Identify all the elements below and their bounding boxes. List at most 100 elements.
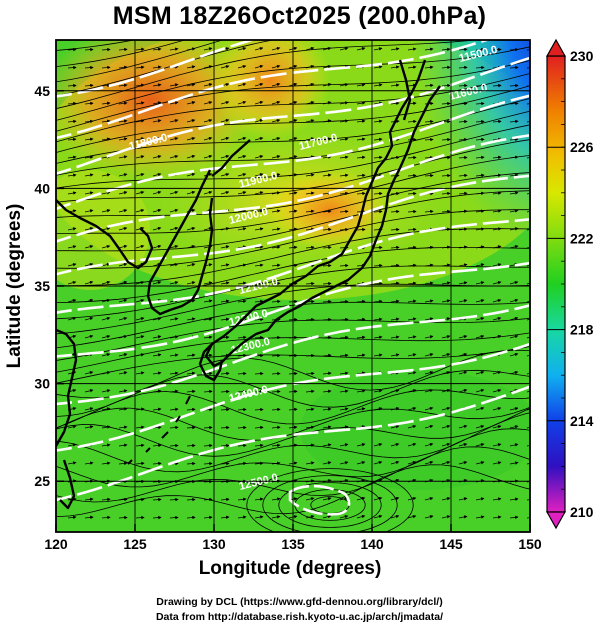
wind-arrow bbox=[237, 82, 247, 87]
wind-arrow bbox=[475, 281, 485, 285]
wind-arrow bbox=[305, 82, 315, 87]
wind-arrow bbox=[101, 173, 111, 177]
wind-arrow bbox=[67, 443, 77, 447]
height-contour-line bbox=[56, 304, 530, 406]
wind-arrow bbox=[492, 173, 502, 178]
wind-arrow bbox=[373, 119, 383, 124]
wind-arrow bbox=[458, 263, 468, 267]
wind-arrow bbox=[305, 209, 315, 214]
wind-arrow bbox=[492, 191, 502, 195]
wind-arrow bbox=[492, 119, 502, 124]
wind-arrow bbox=[254, 100, 264, 105]
wind-arrow bbox=[526, 463, 530, 465]
wind-arrow bbox=[339, 371, 349, 376]
wind-arrow bbox=[407, 155, 417, 160]
wind-arrow bbox=[441, 209, 451, 214]
wind-arrow bbox=[237, 299, 247, 304]
wind-arrow bbox=[118, 298, 128, 303]
wind-arrow bbox=[509, 155, 519, 160]
wind-arrow bbox=[169, 407, 179, 412]
wind-arrow bbox=[135, 407, 145, 411]
wind-arrow bbox=[407, 514, 417, 519]
wind-arrow bbox=[475, 497, 485, 501]
wind-arrow bbox=[118, 83, 128, 88]
wind-arrow bbox=[373, 299, 383, 304]
wind-arrow bbox=[186, 281, 196, 285]
wind-arrow bbox=[84, 298, 94, 303]
wind-arrow bbox=[424, 47, 434, 52]
wind-arrow bbox=[220, 65, 230, 69]
taiwan-coast bbox=[59, 459, 76, 510]
wind-arrow bbox=[373, 460, 383, 465]
wind-arrow bbox=[84, 389, 94, 393]
wind-arrow bbox=[458, 65, 468, 70]
wind-arrow bbox=[458, 299, 468, 303]
wind-arrow bbox=[118, 137, 128, 141]
wind-arrow bbox=[390, 460, 400, 465]
wind-arrow bbox=[322, 461, 332, 465]
streamline bbox=[56, 40, 136, 51]
wind-arrow bbox=[152, 65, 162, 69]
wind-arrow bbox=[458, 47, 468, 52]
wind-arrow bbox=[356, 371, 366, 375]
wind-arrow bbox=[526, 499, 530, 501]
wind-arrow bbox=[203, 317, 213, 321]
wind-arrow bbox=[135, 353, 145, 357]
wind-arrow bbox=[526, 318, 530, 321]
wind-arrow bbox=[509, 425, 519, 429]
wind-arrow bbox=[135, 425, 145, 430]
wind-arrow bbox=[135, 119, 145, 123]
wind-arrow bbox=[441, 101, 451, 106]
wind-arrow bbox=[373, 496, 383, 501]
wind-arrow bbox=[169, 515, 179, 520]
wind-arrow bbox=[169, 208, 179, 213]
wind-arrow bbox=[186, 190, 196, 195]
wind-arrow bbox=[509, 47, 519, 52]
wind-arrow bbox=[492, 281, 502, 285]
wind-arrow bbox=[67, 101, 77, 106]
wind-arrow bbox=[356, 299, 366, 304]
wind-arrow bbox=[186, 497, 196, 502]
wind-arrow bbox=[305, 443, 315, 447]
wind-arrow bbox=[237, 227, 247, 231]
wind-arrow bbox=[118, 119, 128, 123]
wind-arrow bbox=[356, 335, 366, 340]
wind-arrow bbox=[67, 280, 77, 285]
wind-arrow bbox=[424, 137, 434, 142]
footer-credit-drawing: Drawing by DCL (https://www.gfd-dennou.o… bbox=[156, 596, 443, 608]
wind-arrow bbox=[356, 101, 366, 105]
wind-arrow bbox=[407, 442, 417, 447]
wind-arrow bbox=[424, 406, 434, 411]
wind-arrow bbox=[458, 515, 468, 519]
wind-arrow bbox=[152, 190, 162, 195]
wind-arrow bbox=[373, 83, 383, 87]
wind-arrow bbox=[339, 191, 349, 196]
wind-arrow bbox=[407, 460, 417, 465]
wind-arrow bbox=[84, 101, 94, 106]
wind-arrow bbox=[458, 245, 468, 249]
wind-arrow bbox=[509, 209, 519, 213]
streamline-eddy bbox=[262, 475, 398, 532]
streamline bbox=[56, 60, 530, 132]
wind-arrow bbox=[305, 101, 315, 105]
wind-arrow bbox=[492, 388, 502, 393]
streamline bbox=[56, 428, 530, 488]
wind-arrow bbox=[441, 191, 451, 196]
wind-arrow bbox=[237, 407, 247, 412]
wind-arrow bbox=[84, 280, 94, 285]
wind-arrow bbox=[237, 389, 247, 394]
wind-arrow bbox=[509, 298, 519, 303]
wind-arrow bbox=[373, 317, 383, 322]
wind-arrow bbox=[492, 155, 502, 160]
x-tick-label: 145 bbox=[439, 536, 463, 552]
wind-arrow bbox=[373, 514, 383, 519]
wind-arrow bbox=[509, 227, 519, 231]
wind-arrow bbox=[152, 244, 162, 249]
wind-arrow bbox=[84, 209, 94, 213]
wind-arrow bbox=[339, 173, 349, 178]
wind-arrow bbox=[322, 425, 332, 429]
colorbar-tick-label: 226 bbox=[570, 139, 594, 155]
wind-arrow bbox=[271, 100, 281, 105]
wind-arrow bbox=[526, 445, 530, 447]
wind-arrow bbox=[526, 481, 530, 483]
